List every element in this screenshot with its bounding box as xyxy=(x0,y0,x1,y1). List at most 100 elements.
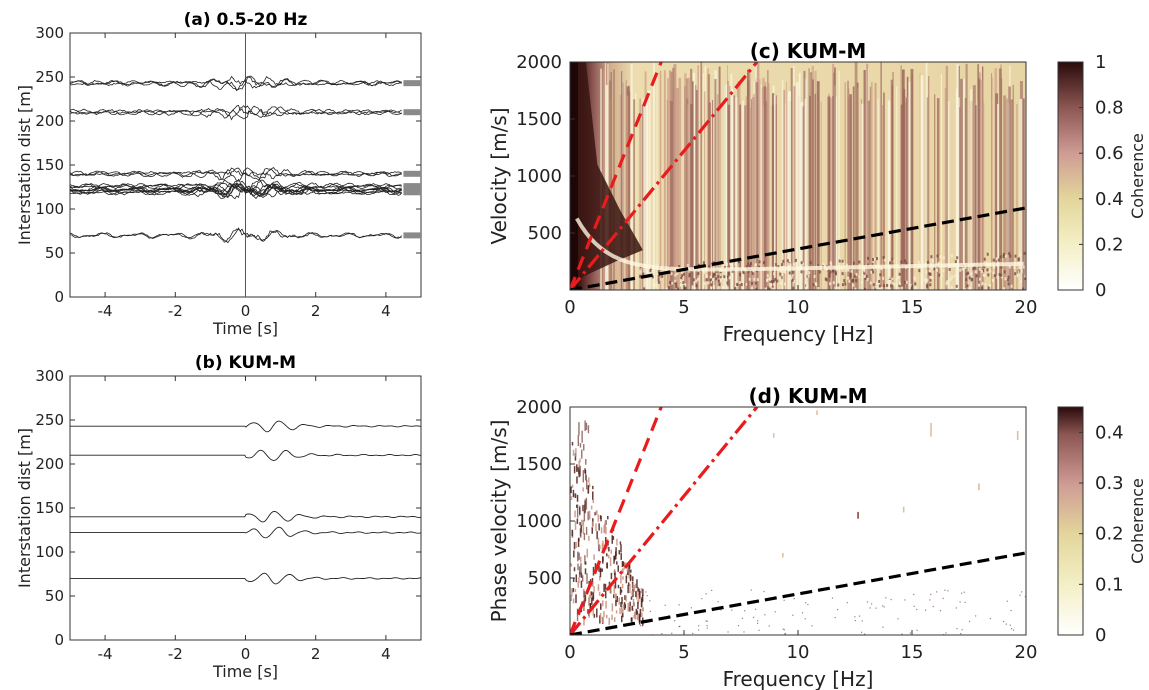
heatmap-speckle xyxy=(887,280,890,284)
heatmap-streak xyxy=(810,72,813,290)
heatmap-speckle xyxy=(932,605,934,608)
heatmap-streak xyxy=(1010,99,1014,290)
heatmap-speckle xyxy=(913,605,915,607)
heatmap-speckle xyxy=(664,604,666,606)
heatmap-speckle xyxy=(726,281,729,285)
heatmap-speckle xyxy=(655,283,658,287)
y-axis-label: Interstation dist [m] xyxy=(15,85,34,245)
heatmap-speckle xyxy=(955,607,957,609)
heatmap-speckle xyxy=(740,282,743,286)
heatmap-speckle xyxy=(768,277,771,281)
heatmap-streak xyxy=(1008,86,1011,290)
heatmap-speckle xyxy=(898,272,901,276)
heatmap-speckle xyxy=(812,283,815,287)
heatmap-speckle xyxy=(956,628,958,630)
heatmap-patch xyxy=(622,568,624,574)
heatmap-speckle xyxy=(639,270,642,274)
heatmap-speckle xyxy=(717,286,720,290)
heatmap-patch xyxy=(630,575,633,581)
heatmap-speckle xyxy=(905,261,908,265)
heatmap-speckle xyxy=(768,625,770,627)
heatmap-speckle xyxy=(758,260,761,264)
heatmap-speckle xyxy=(982,273,985,277)
heatmap-speckle xyxy=(832,281,835,285)
trace xyxy=(70,572,421,585)
heatmap-speckle xyxy=(847,276,850,280)
heatmap-speckle xyxy=(1009,624,1011,626)
heatmap-speckle xyxy=(942,269,945,273)
heatmap-speckle xyxy=(882,276,885,280)
y-tick-label: 500 xyxy=(528,568,562,589)
heatmap-speckle xyxy=(776,279,779,283)
heatmap-speckle xyxy=(729,262,732,266)
heatmap-streak xyxy=(844,82,847,290)
heatmap-speckle xyxy=(647,286,650,290)
heatmap-patch xyxy=(613,584,616,594)
heatmap-patch xyxy=(607,554,610,559)
panel-a: (a) 0.5-20 Hz -4 -2 0 2 4 0 50 100 150 200 250 300 Ti… xyxy=(15,10,422,338)
heatmap-streak xyxy=(707,74,711,290)
heatmap-speckle xyxy=(830,262,833,266)
heatmap-speckle xyxy=(843,279,846,283)
heatmap-patch xyxy=(615,593,617,603)
trace xyxy=(70,526,421,539)
trace xyxy=(70,510,421,523)
heatmap-speckle xyxy=(852,261,855,265)
heatmap-speckle xyxy=(914,282,917,286)
overlay-line-2 xyxy=(570,551,1026,635)
heatmap-patch xyxy=(622,576,624,580)
heatmap-patch xyxy=(578,470,580,478)
heatmap-streak xyxy=(970,89,973,290)
heatmap-patch xyxy=(608,546,610,552)
heatmap-speckle xyxy=(1002,620,1005,623)
heatmap-streak xyxy=(621,71,623,290)
heatmap-streak xyxy=(1005,98,1009,290)
heatmap-patch xyxy=(630,569,632,573)
y-axis-label: Velocity [m/s] xyxy=(487,107,511,244)
heatmap-patch xyxy=(588,483,591,488)
heatmap-speckle xyxy=(878,279,881,283)
heatmap-speckle xyxy=(975,274,978,278)
heatmap-speckle xyxy=(675,282,678,286)
heatmap-patch xyxy=(602,540,604,547)
heatmap-speckle xyxy=(986,268,989,272)
trace xyxy=(69,75,402,91)
trace xyxy=(69,178,402,194)
heatmap-speckle xyxy=(835,272,838,276)
heatmap-speckle xyxy=(677,287,680,290)
heatmap-speckle xyxy=(780,269,783,273)
heatmap-streak xyxy=(871,81,873,290)
heatmap-speckle xyxy=(852,283,855,287)
heatmap-speckle xyxy=(788,271,791,275)
heatmap-speckle xyxy=(801,612,804,614)
heatmap-patch xyxy=(581,430,583,443)
heatmap-speckle xyxy=(886,283,889,287)
heatmap-patch xyxy=(641,594,644,602)
heatmap-speckle xyxy=(702,270,705,274)
trace xyxy=(69,167,402,182)
heatmap-streak xyxy=(692,72,696,290)
heatmap-patch xyxy=(601,568,603,572)
heatmap-patch xyxy=(599,569,602,578)
heatmap-speckle xyxy=(721,285,724,289)
x-tick-label: -4 xyxy=(98,645,113,663)
heatmap-patch xyxy=(629,606,631,612)
heatmap-patch xyxy=(632,576,634,581)
colorbar xyxy=(1057,406,1084,636)
heatmap-patch xyxy=(591,521,594,528)
heatmap-speckle xyxy=(705,274,708,278)
heatmap-patch xyxy=(629,601,631,607)
heatmap-patch xyxy=(597,587,600,591)
heatmap-speckle xyxy=(849,272,852,276)
heatmap-streak xyxy=(716,94,719,290)
heatmap-speckle xyxy=(665,287,668,290)
heatmap-speckle xyxy=(876,281,879,285)
heatmap-speckle xyxy=(879,273,882,277)
heatmap-patch xyxy=(603,525,605,534)
heatmap-streak xyxy=(744,105,748,290)
heatmap-patch xyxy=(626,567,629,573)
heatmap-speckle xyxy=(782,628,784,630)
heatmap-speckle xyxy=(834,286,837,290)
heatmap-patch xyxy=(629,584,631,594)
heatmap-patch xyxy=(607,516,609,520)
